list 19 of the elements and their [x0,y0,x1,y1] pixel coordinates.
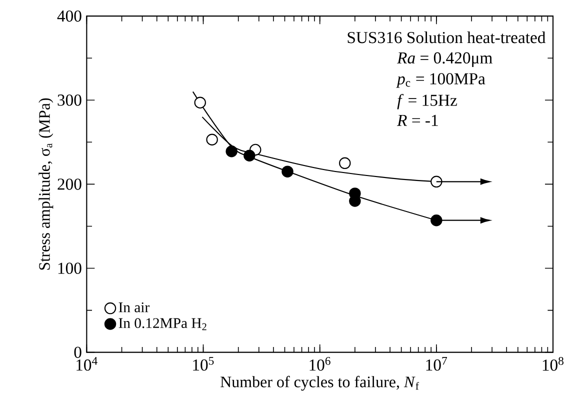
annotation: f = 15Hz [397,94,457,110]
y-tick-label: 300 [58,94,82,106]
y-axis-title: Stress amplitude, σ$_{a}$ (MPa) [38,98,54,270]
y-tick-label: 0 [74,346,82,358]
y-tick-label: 100 [58,262,82,274]
annotation: p$_{c}$ = 100MPa [396,73,486,88]
x-tick-label: 10$^{5}$ [193,357,214,371]
annotation: Ra = 0.420μm [396,52,492,67]
y-tick-label: 200 [58,178,82,190]
legend-label: In air [118,302,150,312]
x-tick-label: 10$^{4}$ [76,357,98,371]
legend-label: In 0.12MPa H$_{2}$ [118,318,206,330]
y-tick-label: 400 [57,10,82,22]
x-tick-label: 10$^{8}$ [542,357,564,371]
x-axis-title: Number of cycles to failure, N$_{f}$ [220,376,419,391]
x-tick-label: 10$^{6}$ [310,357,330,371]
x-tick-label: 10$^{7}$ [426,357,447,371]
annotation: SUS316 Solution heat-treated [348,31,546,44]
annotation: R = -1 [396,114,438,126]
